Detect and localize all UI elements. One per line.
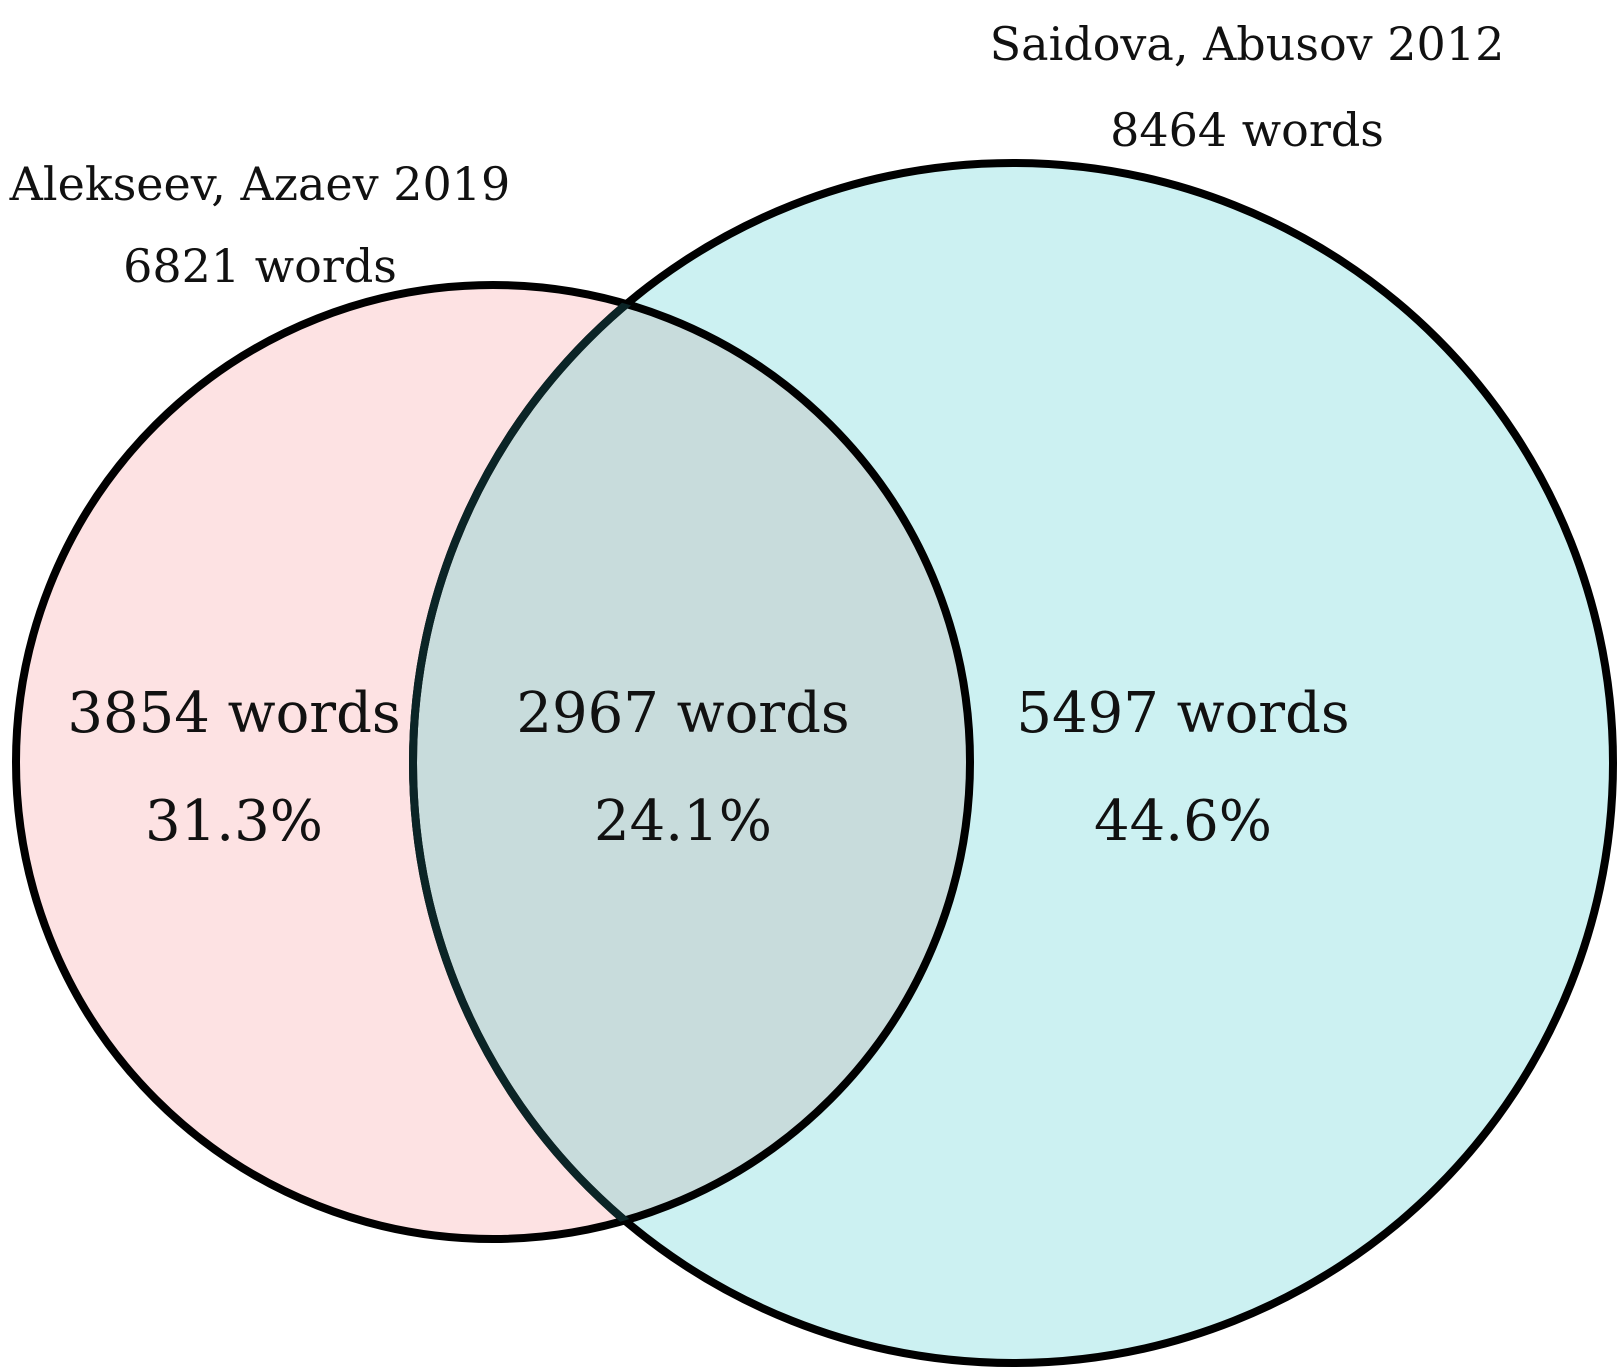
right-only-percent: 44.6% xyxy=(1094,789,1272,854)
overlap-percent: 24.1% xyxy=(594,789,772,854)
overlap-outline xyxy=(409,285,970,1239)
right-set-name: Saidova, Abusov 2012 xyxy=(990,17,1505,71)
left-only-count: 3854 words xyxy=(67,681,400,746)
overlap-region xyxy=(413,285,970,1239)
left-set-outline xyxy=(12,281,974,1243)
right-set-total: 8464 words xyxy=(1110,103,1384,157)
overlap-count: 2967 words xyxy=(516,681,849,746)
left-set-name: Alekseev, Azaev 2019 xyxy=(9,157,511,211)
left-set-total: 6821 words xyxy=(123,239,397,293)
right-only-count: 5497 words xyxy=(1016,681,1349,746)
left-only-percent: 31.3% xyxy=(145,789,323,854)
